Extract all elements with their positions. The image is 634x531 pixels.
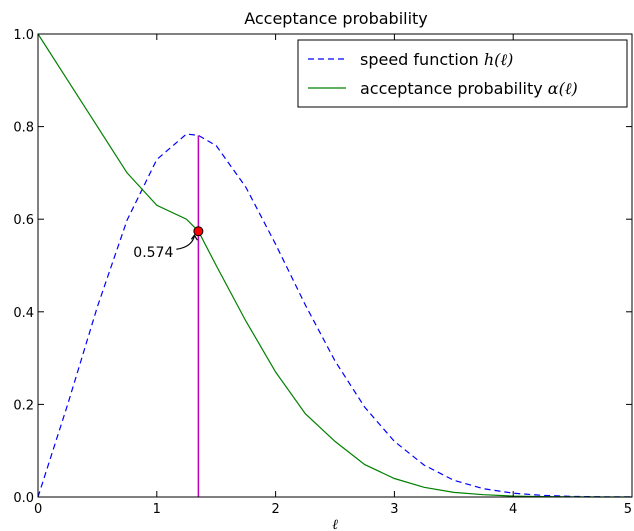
x-axis-label: ℓ — [332, 517, 338, 531]
legend-box — [297, 39, 628, 108]
x-tick-label: 5 — [624, 502, 632, 517]
plot-lines — [37, 33, 633, 498]
x-tick-label: 4 — [509, 502, 517, 517]
chart-title: Acceptance probability — [244, 9, 428, 28]
axis-ticks: 0 1 2 3 4 5 0.0 0.2 0.4 0.6 0.8 1.0 — [13, 28, 633, 517]
x-tick-label: 2 — [271, 502, 279, 517]
annotation-arrowhead — [190, 234, 198, 241]
x-tick-label: 0 — [34, 502, 42, 517]
series-line-1 — [37, 33, 632, 498]
legend-label-0: speed function h(ℓ) — [360, 50, 513, 69]
y-tick-label: 0.6 — [13, 213, 34, 228]
y-tick-label: 0.4 — [13, 306, 34, 321]
annotation-arrow — [176, 236, 195, 250]
y-tick-label: 0.8 — [13, 121, 34, 136]
y-tick-label: 1.0 — [13, 28, 34, 43]
legend-label-1: acceptance probability α(ℓ) — [360, 79, 578, 98]
intersection-marker-layer: 0.574 — [133, 226, 204, 261]
intersection-marker — [193, 226, 204, 237]
y-tick-label: 0.2 — [13, 398, 34, 413]
legend: speed function h(ℓ) acceptance probabilit… — [297, 39, 628, 108]
y-tick-label: 0.0 — [13, 491, 34, 506]
x-tick-label: 1 — [153, 502, 161, 517]
series-line-0 — [37, 133, 633, 498]
annotation-label: 0.574 — [133, 245, 173, 261]
plot-frame — [37, 33, 633, 498]
x-tick-label: 3 — [390, 502, 398, 517]
